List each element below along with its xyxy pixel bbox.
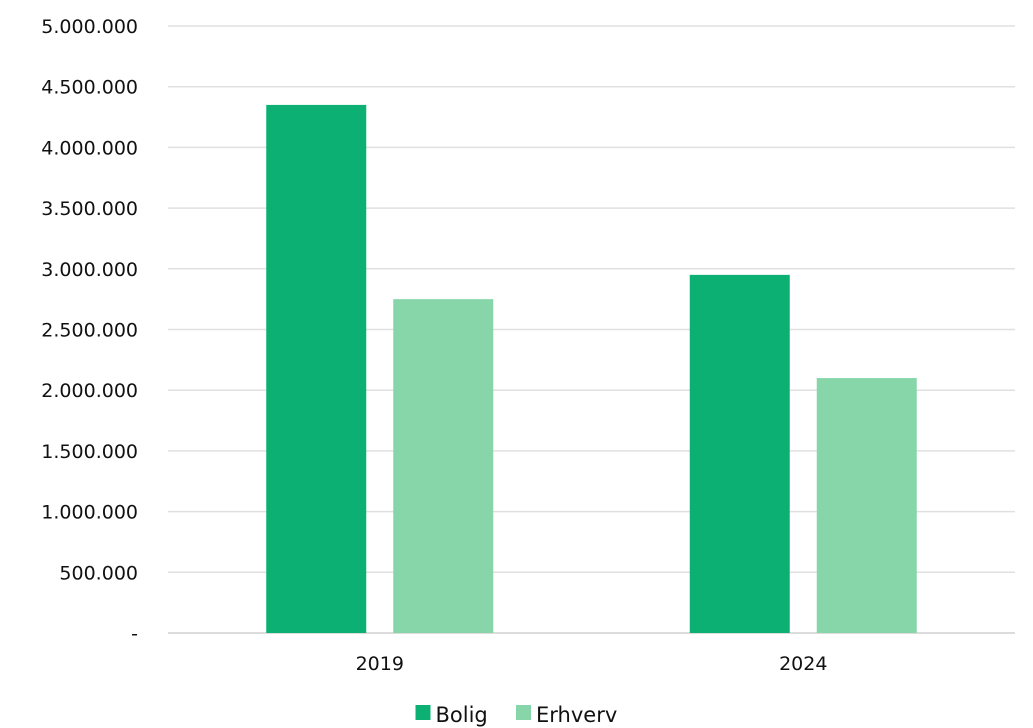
legend: Bolig Erhverv <box>415 703 617 727</box>
y-tick-label: 2.000.000 <box>41 380 138 402</box>
bar-bolig-2024 <box>689 274 790 633</box>
y-tick-label: 1.000.000 <box>41 502 138 524</box>
legend-item-bolig: Bolig <box>415 703 488 727</box>
y-tick-label: 500.000 <box>59 562 138 584</box>
y-tick-label: - <box>131 623 138 645</box>
x-axis: 2019 2024 <box>356 653 828 675</box>
y-tick-label: 3.000.000 <box>41 259 138 281</box>
bar-erhverv-2024 <box>816 378 917 633</box>
legend-swatch <box>415 705 431 720</box>
y-tick-label: 3.500.000 <box>41 198 138 220</box>
legend-item-erhverv: Erhverv <box>516 703 617 727</box>
y-tick-label: 4.000.000 <box>41 137 138 159</box>
y-tick-label: 5.000.000 <box>41 16 138 38</box>
bar-erhverv-2019 <box>393 299 494 633</box>
x-tick-label: 2019 <box>356 653 404 675</box>
bars <box>266 104 917 633</box>
bar-bolig-2019 <box>266 104 367 633</box>
legend-swatch <box>516 705 531 720</box>
y-tick-label: 4.500.000 <box>41 77 138 99</box>
y-tick-label: 1.500.000 <box>41 441 138 463</box>
y-tick-label: 2.500.000 <box>41 320 138 342</box>
legend-label: Bolig <box>436 703 488 727</box>
legend-label: Erhverv <box>536 703 617 727</box>
x-tick-label: 2024 <box>779 653 827 675</box>
y-axis: - 500.000 1.000.000 1.500.000 2.000.000 2.500… <box>41 16 138 645</box>
